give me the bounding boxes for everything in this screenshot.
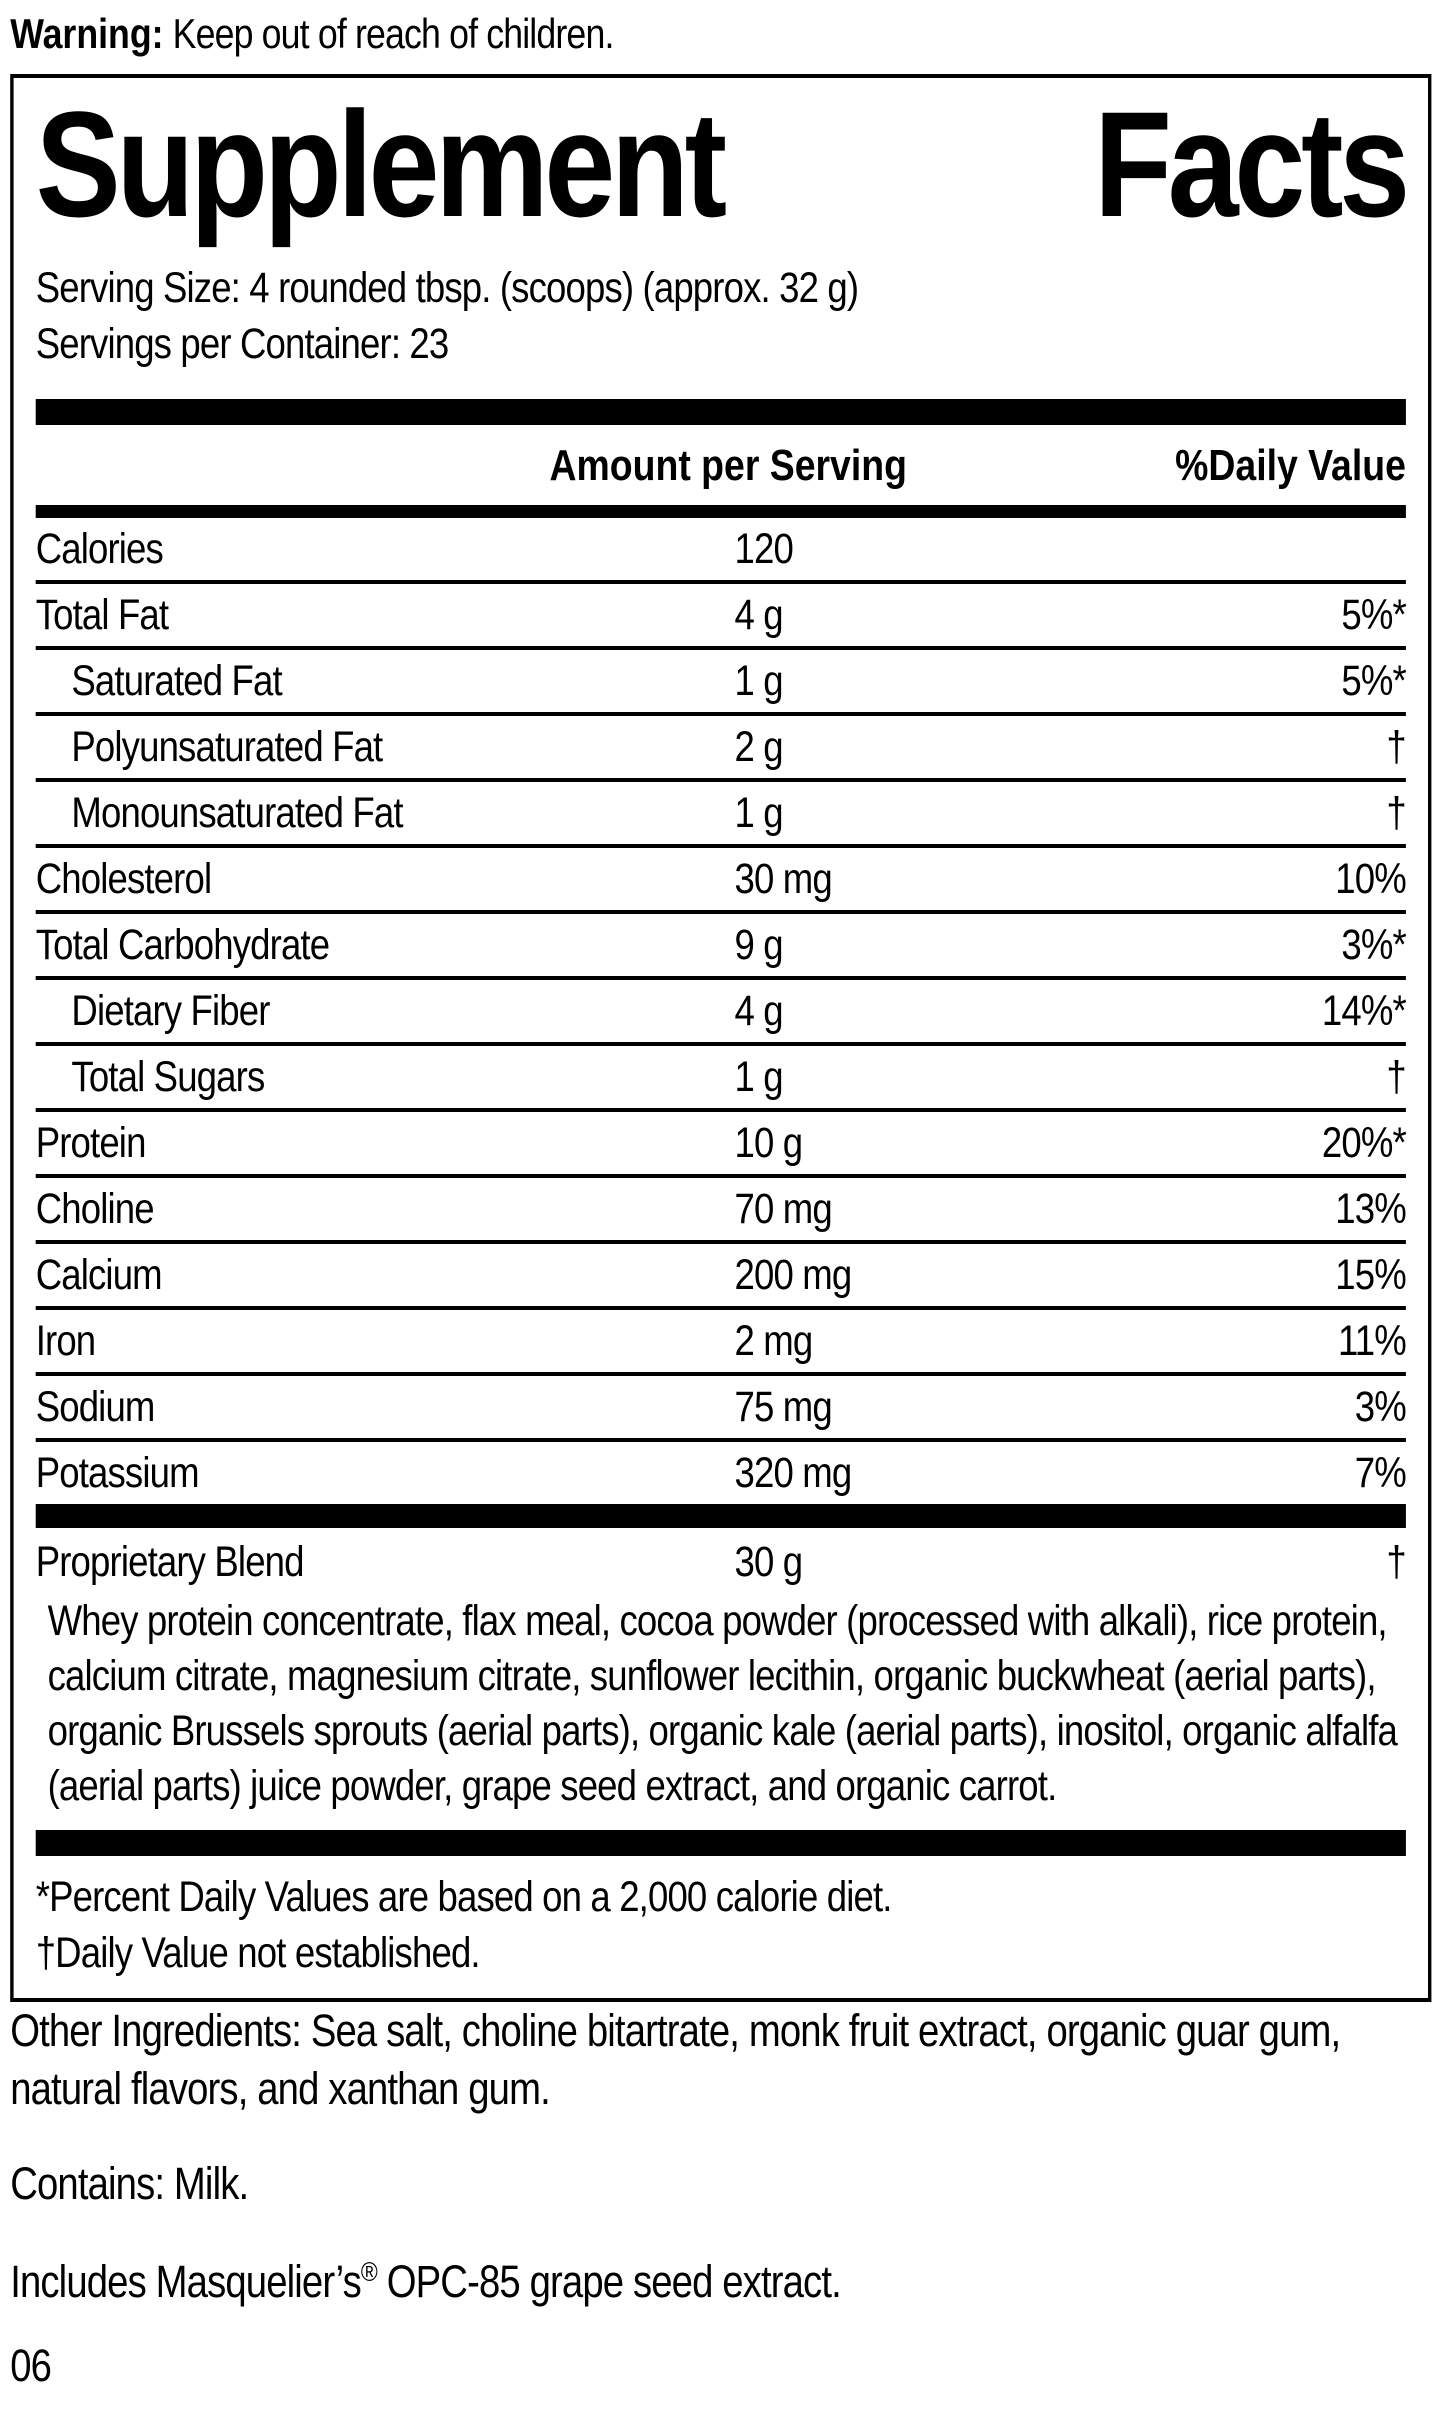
- nutrient-amount: 9 g: [734, 920, 783, 969]
- nutrient-label: Saturated Fat: [71, 656, 282, 705]
- blend-dv: †: [1386, 1537, 1406, 1586]
- nutrient-amount: 10 g: [734, 1118, 803, 1167]
- nutrient-row: Choline 70 mg 13%: [35, 1178, 1407, 1245]
- nutrient-label: Cholesterol: [35, 854, 212, 903]
- nutrient-amount: 1 g: [734, 788, 783, 837]
- supplement-facts-panel: Supplement Facts Serving Size: 4 rounded…: [10, 74, 1432, 2002]
- nutrient-label: Monounsaturated Fat: [71, 788, 403, 837]
- nutrient-label: Sodium: [35, 1382, 156, 1431]
- nutrient-label: Dietary Fiber: [71, 986, 270, 1035]
- blend-label: Proprietary Blend: [35, 1537, 305, 1586]
- nutrient-daily-value: 7%: [1354, 1448, 1407, 1497]
- nutrient-row: Calcium 200 mg 15%: [35, 1244, 1407, 1311]
- warning-text: Keep out of reach of children.: [163, 10, 615, 57]
- nutrient-amount: 320 mg: [734, 1448, 852, 1497]
- nutrient-label: Potassium: [35, 1448, 200, 1497]
- nutrient-label: Protein: [35, 1118, 147, 1167]
- nutrient-amount: 2 mg: [734, 1316, 813, 1365]
- nutrient-daily-value: 5%*: [1341, 656, 1406, 705]
- nutrient-daily-value: 5%*: [1341, 590, 1406, 639]
- servings-per-container-line: Servings per Container: 23: [35, 320, 450, 369]
- nutrient-row: Total Fat 4 g 5%*: [35, 584, 1407, 651]
- footnote-percent-dv: *Percent Daily Values are based on a 2,0…: [35, 1873, 893, 1922]
- nutrient-label: Iron: [35, 1316, 96, 1365]
- includes-post: OPC-85 grape seed extract.: [376, 2256, 842, 2308]
- nutrient-row: Cholesterol 30 mg 10%: [35, 848, 1407, 915]
- nutrient-amount: 1 g: [734, 656, 783, 705]
- footnote-dagger: †Daily Value not established.: [35, 1929, 481, 1978]
- header-daily-value: %Daily Value: [1175, 441, 1406, 491]
- panel-title-word-facts: Facts: [1094, 80, 1410, 249]
- divider-bar-above-footnotes: [35, 1830, 1406, 1857]
- nutrient-row: Polyunsaturated Fat 2 g †: [35, 716, 1407, 783]
- blend-amount: 30 g: [734, 1537, 803, 1586]
- proprietary-blend-row: Proprietary Blend 30 g †: [35, 1532, 1407, 1592]
- nutrient-row: Saturated Fat 1 g 5%*: [35, 650, 1407, 717]
- divider-bar-above-blend: [35, 1508, 1406, 1529]
- nutrient-daily-value: 15%: [1335, 1250, 1406, 1299]
- nutrient-amount: 70 mg: [734, 1184, 832, 1233]
- nutrient-amount: 2 g: [734, 722, 783, 771]
- nutrient-daily-value: 3%*: [1341, 920, 1406, 969]
- nutrient-rows: Calories 120 Total Fat 4 g 5%* Saturated Fat 1…: [35, 518, 1407, 1509]
- nutrient-label: Calories: [35, 524, 164, 573]
- nutrient-amount: 75 mg: [734, 1382, 832, 1431]
- nutrient-row: Calories 120: [35, 518, 1406, 585]
- contains-line: Contains: Milk.: [10, 2157, 249, 2209]
- nutrient-amount: 200 mg: [734, 1250, 852, 1299]
- nutrient-daily-value: †: [1386, 722, 1406, 771]
- nutrient-amount: 120: [734, 524, 793, 573]
- nutrient-row: Potassium 320 mg 7%: [35, 1442, 1407, 1509]
- nutrient-label: Calcium: [35, 1250, 163, 1299]
- nutrient-row: Iron 2 mg 11%: [35, 1310, 1407, 1377]
- nutrient-label: Total Sugars: [71, 1052, 265, 1101]
- nutrient-row: Total Carbohydrate 9 g 3%*: [35, 914, 1407, 981]
- includes-line: Includes Masquelier’s® OPC-85 grape seed…: [10, 2253, 1431, 2312]
- nutrient-daily-value: 20%*: [1321, 1118, 1407, 1167]
- nutrient-daily-value: †: [1386, 1052, 1406, 1101]
- divider-bar-top: [35, 399, 1406, 426]
- registered-mark: ®: [360, 2257, 378, 2288]
- nutrient-row: Dietary Fiber 4 g 14%*: [35, 980, 1407, 1047]
- nutrient-row: Total Sugars 1 g †: [35, 1046, 1407, 1113]
- warning-line: Warning: Keep out of reach of children.: [10, 10, 1431, 58]
- warning-label: Warning:: [10, 10, 164, 57]
- header-amount-per-serving: Amount per Serving: [549, 441, 907, 491]
- nutrient-row: Protein 10 g 20%*: [35, 1112, 1407, 1179]
- nutrient-amount: 30 mg: [734, 854, 832, 903]
- nutrient-label: Total Fat: [35, 590, 169, 639]
- nutrient-daily-value: 13%: [1335, 1184, 1406, 1233]
- nutrient-daily-value: 11%: [1337, 1316, 1407, 1365]
- label-code: 06: [10, 2339, 52, 2391]
- nutrient-amount: 4 g: [734, 590, 783, 639]
- blend-description: Whey protein concentrate, flax meal, coc…: [47, 1597, 1398, 1811]
- nutrient-row: Monounsaturated Fat 1 g †: [35, 782, 1407, 849]
- nutrient-daily-value: 14%*: [1321, 986, 1407, 1035]
- nutrient-label: Total Carbohydrate: [35, 920, 330, 969]
- other-ingredients-line: Other Ingredients: Sea salt, choline bit…: [10, 2004, 1341, 2115]
- table-header-row: Amount per Serving %Daily Value: [36, 425, 1406, 505]
- nutrient-amount: 1 g: [734, 1052, 783, 1101]
- nutrient-amount: 4 g: [734, 986, 783, 1035]
- nutrient-label: Choline: [35, 1184, 155, 1233]
- nutrient-label: Polyunsaturated Fat: [71, 722, 383, 771]
- serving-size-line: Serving Size: 4 rounded tbsp. (scoops) (…: [35, 264, 859, 313]
- panel-title: Supplement Facts: [35, 80, 1410, 249]
- nutrient-daily-value: †: [1386, 788, 1406, 837]
- includes-pre: Includes Masquelier’s: [10, 2256, 362, 2308]
- panel-title-word-supplement: Supplement: [35, 80, 727, 249]
- nutrient-row: Sodium 75 mg 3%: [35, 1376, 1407, 1443]
- nutrient-daily-value: 3%: [1354, 1382, 1407, 1431]
- divider-bar-under-header: [35, 505, 1406, 519]
- nutrient-daily-value: 10%: [1335, 854, 1406, 903]
